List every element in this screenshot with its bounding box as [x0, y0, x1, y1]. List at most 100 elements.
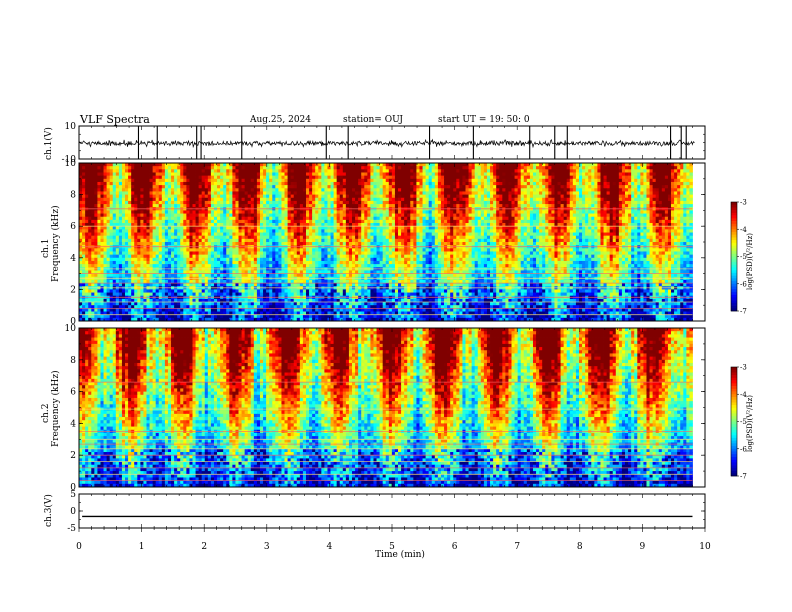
- colorbar-cell: [731, 218, 737, 221]
- colorbar-cell: [731, 213, 737, 216]
- y-tick-label: 8: [70, 356, 76, 366]
- colorbar-cell: [731, 295, 737, 298]
- x-tick-label: 4: [327, 542, 333, 552]
- colorbar-cell: [731, 441, 737, 444]
- colorbar-tick-label: -4: [740, 391, 747, 399]
- colorbar-cell: [731, 278, 737, 281]
- colorbar-cell: [731, 265, 737, 268]
- colorbar-cell: [731, 457, 737, 460]
- colorbar-cell: [731, 419, 737, 422]
- colorbar-cell: [731, 202, 737, 205]
- colorbar-cell: [731, 386, 737, 389]
- colorbar-cell: [731, 449, 737, 452]
- x-tick-label: 0: [76, 542, 82, 552]
- colorbar-cell: [731, 216, 737, 219]
- y-tick-label: -5: [67, 524, 76, 534]
- colorbar-cell: [731, 424, 737, 427]
- colorbar-cell: [731, 284, 737, 287]
- y-tick-label: 10: [65, 122, 77, 132]
- y-tick-label: 10: [65, 324, 77, 334]
- y-tick-label: 2: [70, 285, 76, 295]
- colorbar-cell: [731, 375, 737, 378]
- colorbar-cell: [731, 430, 737, 433]
- colorbar-cell: [731, 462, 737, 465]
- colorbar-cell: [731, 292, 737, 295]
- colorbar-tick-label: -7: [740, 473, 747, 481]
- colorbar-cell: [731, 411, 737, 414]
- y-tick-label: 0: [70, 507, 76, 517]
- colorbar-cell: [731, 468, 737, 471]
- colorbar-cell: [731, 259, 737, 262]
- x-tick-label: 3: [264, 542, 270, 552]
- colorbar-cell: [731, 471, 737, 474]
- colorbar-cell: [731, 221, 737, 224]
- ch1-waveform-trace: [79, 126, 694, 159]
- y-tick-label: 6: [70, 388, 76, 398]
- y-tick-label: 10: [65, 159, 77, 169]
- colorbar-cell: [731, 378, 737, 381]
- colorbar-cell: [731, 286, 737, 289]
- colorbar-cell: [731, 210, 737, 213]
- colorbar-cell: [731, 400, 737, 403]
- colorbar-cell: [731, 397, 737, 400]
- colorbar-cell: [731, 257, 737, 260]
- colorbar-cell: [731, 435, 737, 438]
- x-tick-label: 1: [139, 542, 145, 552]
- colorbar-cell: [731, 267, 737, 270]
- colorbar-cell: [731, 232, 737, 235]
- colorbar-cell: [731, 416, 737, 419]
- y-tick-label: 6: [70, 222, 76, 232]
- x-tick-label: 6: [452, 542, 458, 552]
- colorbar-tick-label: -3: [740, 364, 747, 372]
- colorbar-cell: [731, 276, 737, 279]
- colorbar-tick-label: -6: [740, 280, 747, 288]
- colorbar-cell: [731, 367, 737, 370]
- y-tick-label: 8: [70, 191, 76, 201]
- ch1-waveform-line: [79, 140, 694, 147]
- y-tick-label: 2: [70, 451, 76, 461]
- colorbar-ch1: -3-4-5-6-7: [731, 199, 747, 316]
- colorbar-cell: [731, 207, 737, 210]
- colorbar-cell: [731, 446, 737, 449]
- colorbar-cell: [731, 413, 737, 416]
- colorbar-ch2: -3-4-5-6-7: [731, 364, 747, 481]
- colorbar-cell: [731, 370, 737, 373]
- colorbar-cell: [731, 289, 737, 292]
- colorbar-cell: [731, 246, 737, 249]
- colorbar-cell: [731, 460, 737, 463]
- x-tick-label: 9: [640, 542, 646, 552]
- colorbar-cell: [731, 394, 737, 397]
- colorbar-cell: [731, 240, 737, 243]
- x-tick-label: 7: [514, 542, 520, 552]
- colorbar-cell: [731, 392, 737, 395]
- colorbar-cell: [731, 383, 737, 386]
- colorbar-cell: [731, 254, 737, 257]
- colorbar-cell: [731, 248, 737, 251]
- x-tick-label: 8: [577, 542, 583, 552]
- colorbar-cell: [731, 281, 737, 284]
- x-tick-label: 10: [699, 542, 711, 552]
- colorbar-cell: [731, 303, 737, 306]
- colorbar-cell: [731, 243, 737, 246]
- colorbar-cell: [731, 443, 737, 446]
- colorbar-tick-label: -4: [740, 226, 747, 234]
- colorbar-cell: [731, 408, 737, 411]
- colorbar-cell: [731, 454, 737, 457]
- colorbar-cell: [731, 237, 737, 240]
- colorbar-cell: [731, 270, 737, 273]
- colorbar-cell: [731, 451, 737, 454]
- colorbar-cell: [731, 205, 737, 208]
- colorbar-cell: [731, 402, 737, 405]
- colorbar-tick-label: -6: [740, 445, 747, 453]
- ch1-spectrogram-image: [79, 163, 693, 321]
- x-axis-label: Time (min): [375, 549, 425, 560]
- colorbar-cell: [731, 427, 737, 430]
- colorbar-cell: [731, 273, 737, 276]
- panel-frame-4: [79, 494, 705, 528]
- colorbar-cell: [731, 262, 737, 265]
- colorbar-cell: [731, 381, 737, 384]
- y-tick-label: 4: [70, 254, 76, 264]
- colorbar-tick-label: -5: [740, 253, 747, 261]
- y-tick-label: 4: [70, 419, 76, 429]
